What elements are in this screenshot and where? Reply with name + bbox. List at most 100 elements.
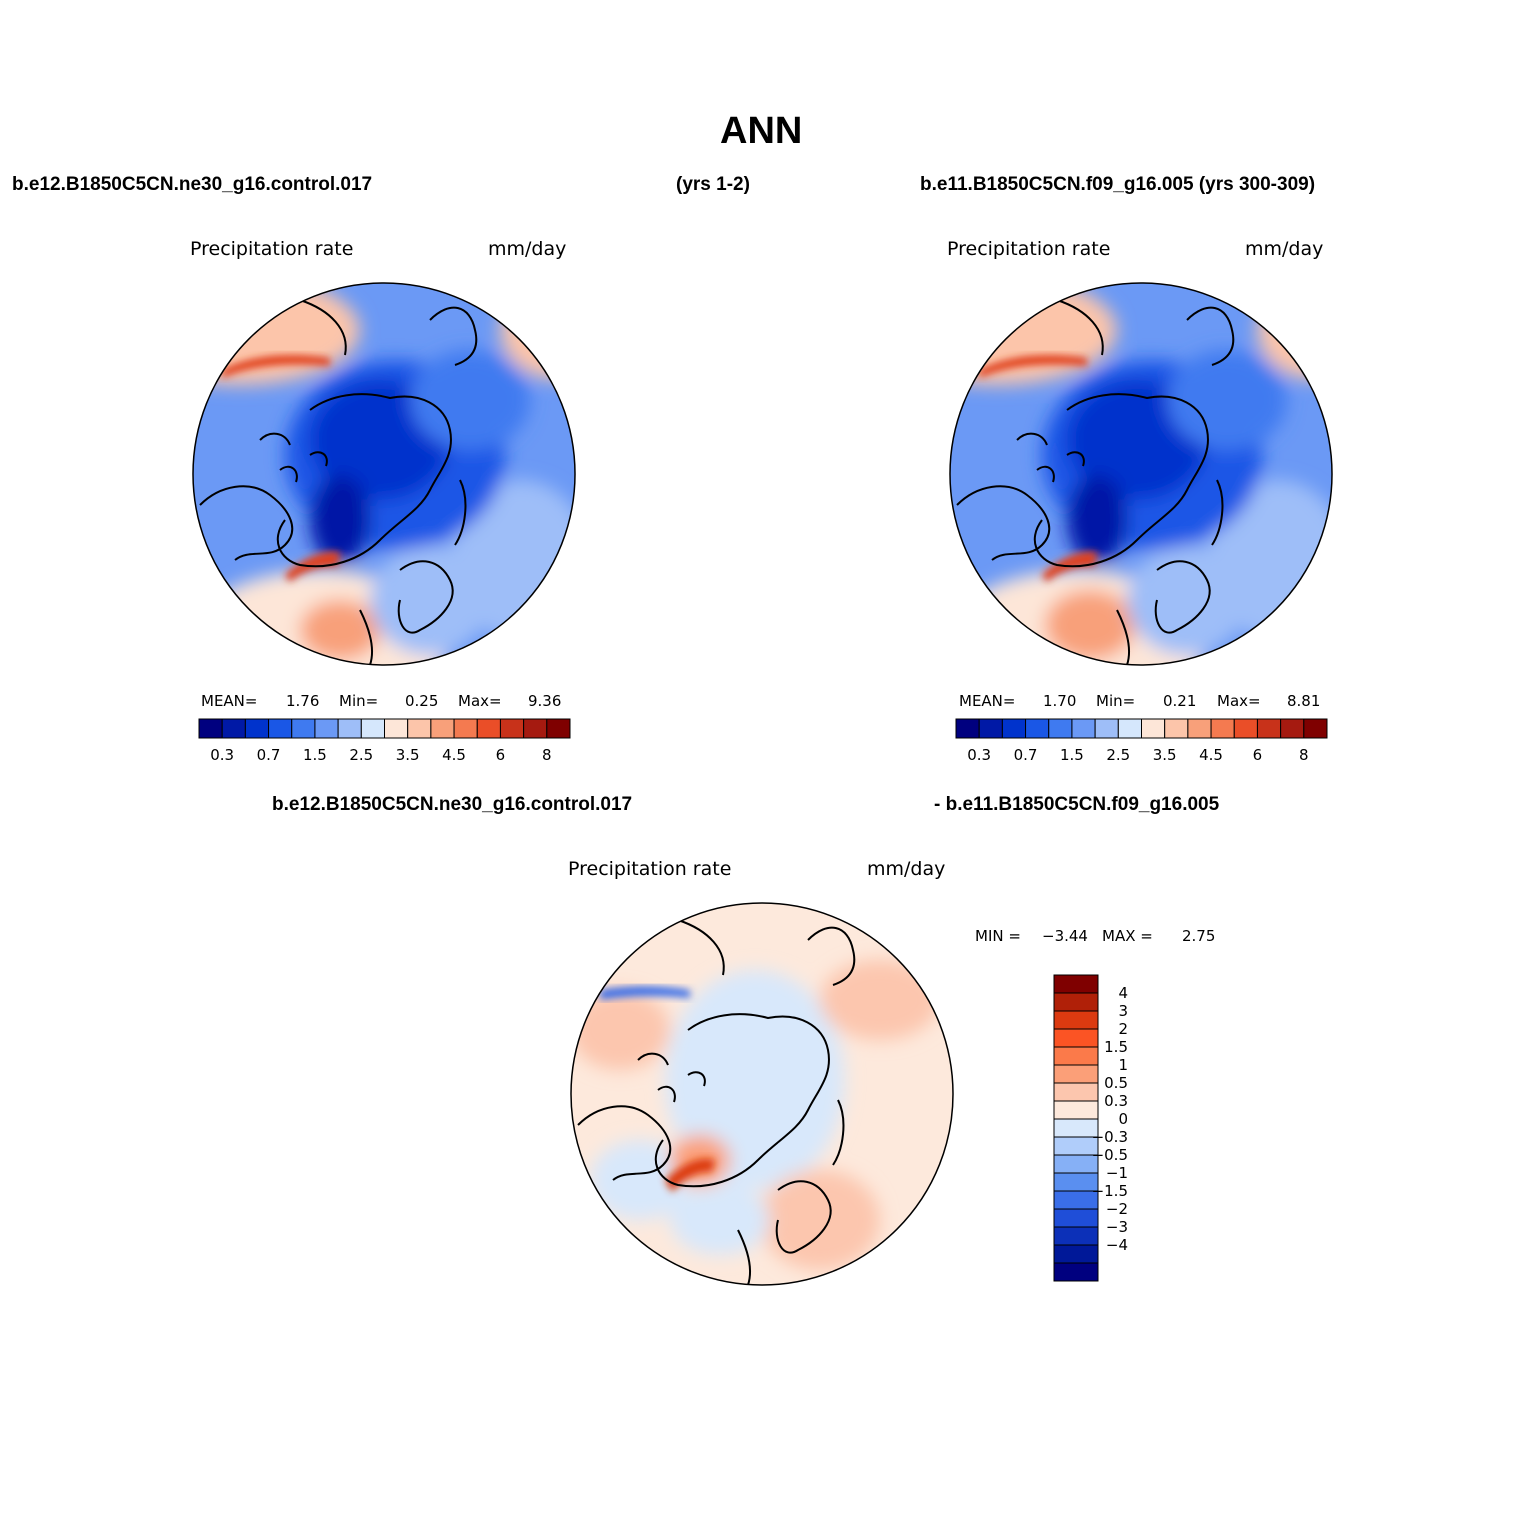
panel2-colorbar-box — [1280, 718, 1305, 739]
panel1-colorbar-box — [291, 718, 316, 739]
panel3-colorbar-tick-label: −1.5 — [1092, 1182, 1128, 1200]
panel1-colorbar-tick-label: 8 — [542, 746, 552, 764]
panel2-colorbar-box — [1210, 718, 1235, 739]
panel1-colorbar-box — [244, 718, 270, 739]
panel1-colorbar-box — [476, 718, 501, 739]
panel3-colorbar-tick-label: 4 — [1118, 984, 1128, 1002]
panel2-colorbar-box — [1048, 718, 1073, 739]
panel3-max-value: 2.75 — [1182, 927, 1216, 945]
panel3-colorbar-tick-label: 0 — [1118, 1110, 1128, 1128]
panel2-units-label: mm/day — [1245, 238, 1324, 260]
panel3-colorbar-box — [1053, 1262, 1099, 1282]
panel3-colorbar-tick-label: −0.3 — [1092, 1128, 1128, 1146]
panel2-colorbar-box — [1025, 718, 1050, 739]
panel2-min-label: Min= — [1096, 692, 1136, 710]
panel3-colorbar-tick-label: 1 — [1118, 1056, 1128, 1074]
panel3-colorbar-box — [1053, 1244, 1099, 1264]
case1-years-label: (yrs 1-2) — [676, 174, 750, 195]
panel2-colorbar: 0.3 0.7 1.5 2.5 3.5 4.5 6 8 — [955, 718, 1328, 764]
panel2-coastlines — [956, 299, 1235, 665]
panel3-colorbar-box — [1053, 1100, 1099, 1120]
panel1-colorbar-box — [198, 718, 223, 739]
panel1-colorbar-box — [499, 718, 525, 739]
panel1-polar-map — [192, 282, 576, 666]
panel3-coastlines — [577, 919, 856, 1285]
figure-title: ANN — [720, 110, 803, 152]
panel1-mean-value: 1.76 — [286, 692, 320, 710]
panel1-colorbar-tick-label: 0.7 — [257, 746, 281, 764]
panel2-colorbar-tick-label: 4.5 — [1199, 746, 1223, 764]
panel3-colorbar-tick-label: −4 — [1106, 1236, 1128, 1254]
panel1-colorbar-tick-label: 3.5 — [396, 746, 420, 764]
panel1-colorbar-box — [314, 718, 339, 739]
panel1-min-value: 0.25 — [405, 692, 439, 710]
panel2-colorbar-box — [955, 718, 980, 739]
panel3-colorbar-tick-label: −2 — [1106, 1200, 1128, 1218]
panel3-min-value: −3.44 — [1042, 927, 1088, 945]
panel2-colorbar-tick-label: 0.7 — [1014, 746, 1038, 764]
panel2-colorbar-tick-label: 3.5 — [1153, 746, 1177, 764]
diff-case2-label: - b.e11.B1850C5CN.f09_g16.005 — [934, 794, 1220, 815]
panel2-colorbar-tick-label: 8 — [1299, 746, 1309, 764]
panel1-colorbar-box — [453, 718, 478, 739]
panel2-colorbar-box — [1303, 718, 1328, 739]
panel1-colorbar-box — [268, 718, 293, 739]
panel3-units-label: mm/day — [867, 858, 946, 880]
panel3-colorbar-box — [1053, 1028, 1099, 1048]
panel1-max-label: Max= — [458, 692, 502, 710]
panel2-colorbar-box — [1117, 718, 1142, 739]
case1-label: b.e12.B1850C5CN.ne30_g16.control.017 — [12, 174, 373, 195]
panel1-mean-label: MEAN= — [201, 692, 258, 710]
panel2-colorbar-box — [1164, 718, 1189, 739]
panel2-colorbar-box — [1141, 718, 1166, 739]
panel1-colorbar-box — [430, 718, 455, 739]
panel3-colorbar-tick-label: −0.5 — [1092, 1146, 1128, 1164]
panel2-variable-label: Precipitation rate — [947, 238, 1111, 260]
panel1-coastlines — [199, 299, 478, 665]
panel1-colorbar-tick-label: 2.5 — [349, 746, 373, 764]
panel3-colorbar-tick-label: −1 — [1106, 1164, 1128, 1182]
panel1-colorbar-tick-label: 6 — [496, 746, 506, 764]
panel1-colorbar-box — [337, 718, 362, 739]
panel1-colorbar-box — [407, 718, 432, 739]
panel2-colorbar-box — [1071, 718, 1096, 739]
panel2-colorbar-box — [1256, 718, 1282, 739]
panel3-colorbar-tick-label: 1.5 — [1104, 1038, 1128, 1056]
panel1-colorbar-box — [546, 718, 571, 739]
panel2-colorbar-tick-label: 0.3 — [967, 746, 991, 764]
panel3-colorbar-box — [1053, 1208, 1099, 1228]
panel3-polar-map — [570, 902, 954, 1286]
panel2-colorbar-box — [1001, 718, 1027, 739]
panel2-mean-value: 1.70 — [1043, 692, 1077, 710]
panel2-colorbar-box — [1094, 718, 1119, 739]
panel2-mean-label: MEAN= — [959, 692, 1016, 710]
panel2-max-value: 8.81 — [1287, 692, 1321, 710]
panel3-colorbar-box — [1053, 1064, 1099, 1084]
panel2-colorbar-tick-label: 1.5 — [1060, 746, 1084, 764]
panel3-colorbar-box — [1053, 1010, 1099, 1030]
panel1-min-label: Min= — [339, 692, 379, 710]
panel2-polar-map — [949, 282, 1333, 666]
panel3-colorbar-box — [1053, 1046, 1099, 1066]
panel1-max-value: 9.36 — [528, 692, 562, 710]
panel1-colorbar: 0.3 0.7 1.5 2.5 3.5 4.5 6 8 — [198, 718, 571, 764]
panel3-colorbar-box — [1053, 1226, 1099, 1246]
panel1-units-label: mm/day — [488, 238, 567, 260]
panel3-colorbar-box — [1053, 974, 1099, 994]
panel1-colorbar-tick-label: 0.3 — [210, 746, 234, 764]
case2-label: b.e11.B1850C5CN.f09_g16.005 (yrs 300-309… — [920, 174, 1316, 195]
panel2-colorbar-tick-label: 2.5 — [1106, 746, 1130, 764]
panel3-colorbar-tick-label: 0.5 — [1104, 1074, 1128, 1092]
panel1-colorbar-box — [384, 718, 409, 739]
panel1-colorbar-tick-label: 1.5 — [303, 746, 327, 764]
panel2-colorbar-box — [1233, 718, 1258, 739]
panel3-variable-label: Precipitation rate — [568, 858, 732, 880]
panel2-min-value: 0.21 — [1163, 692, 1197, 710]
panel2-colorbar-box — [978, 718, 1003, 739]
panel3-colorbar-tick-label: 0.3 — [1104, 1092, 1128, 1110]
panel3-colorbar-tick-label: 2 — [1118, 1020, 1128, 1038]
panel2-colorbar-tick-label: 6 — [1253, 746, 1263, 764]
panel1-colorbar-box — [221, 718, 246, 739]
panel1-colorbar-tick-label: 4.5 — [442, 746, 466, 764]
